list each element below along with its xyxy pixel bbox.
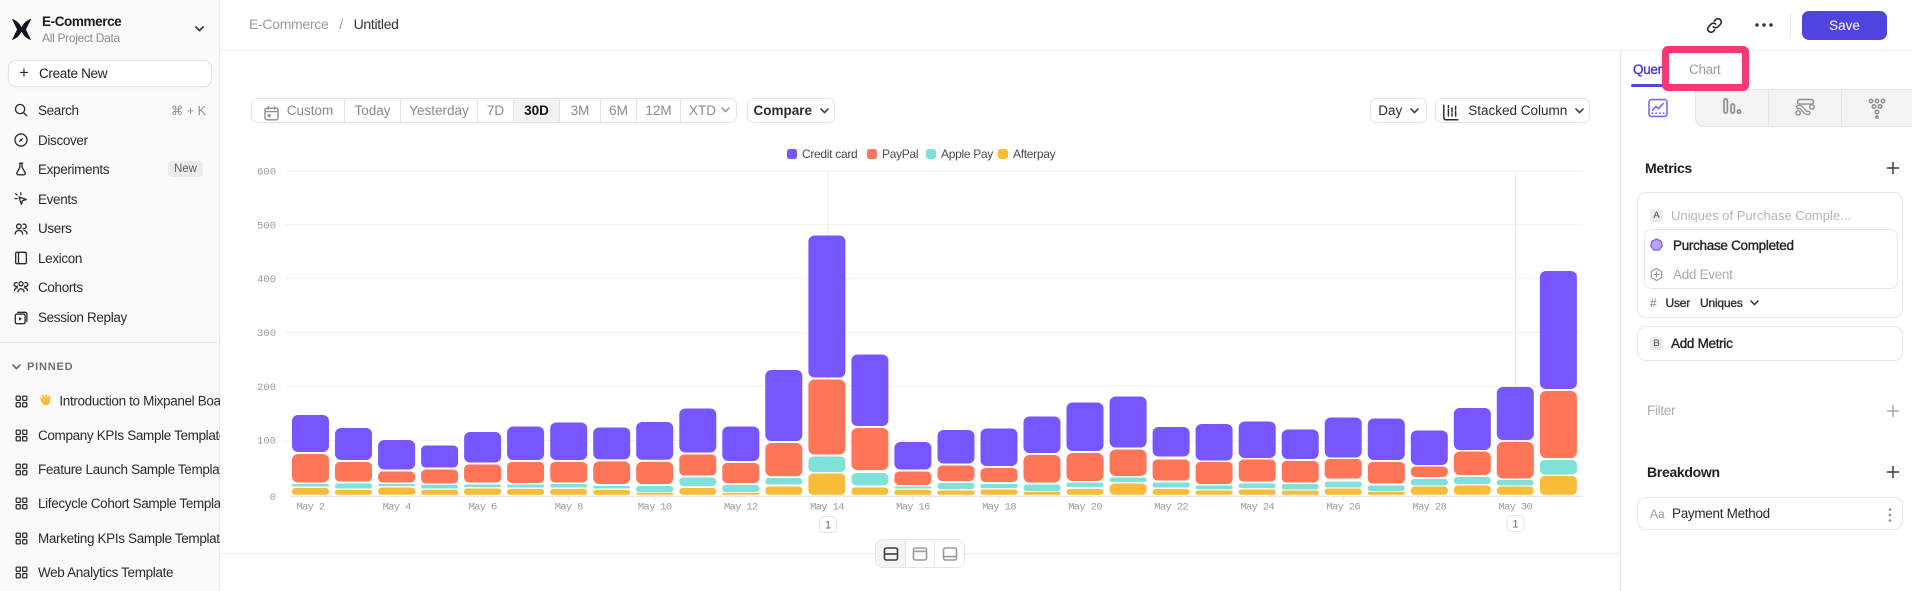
svg-text:100: 100 [257, 436, 276, 448]
svg-text:May 28: May 28 [1412, 502, 1446, 514]
svg-text:May 22: May 22 [1154, 502, 1188, 514]
svg-text:May 8: May 8 [555, 502, 583, 514]
svg-text:May 24: May 24 [1240, 502, 1274, 514]
svg-text:600: 600 [257, 167, 276, 179]
svg-text:May 20: May 20 [1068, 502, 1102, 514]
svg-text:1: 1 [825, 520, 831, 532]
svg-text:1: 1 [1512, 519, 1518, 531]
svg-text:May 26: May 26 [1326, 502, 1360, 514]
svg-text:May 12: May 12 [724, 502, 758, 514]
svg-text:May 18: May 18 [982, 502, 1016, 514]
svg-text:500: 500 [257, 220, 276, 232]
svg-text:May 10: May 10 [638, 502, 672, 514]
svg-text:May 6: May 6 [469, 502, 497, 514]
svg-text:May 16: May 16 [896, 502, 930, 514]
svg-text:May 30: May 30 [1498, 502, 1532, 514]
svg-text:0: 0 [270, 492, 276, 504]
svg-text:400: 400 [257, 274, 276, 286]
svg-text:300: 300 [257, 328, 276, 340]
svg-text:200: 200 [257, 382, 276, 394]
svg-text:May 14: May 14 [810, 502, 844, 514]
svg-text:May 4: May 4 [383, 502, 411, 514]
svg-text:May 2: May 2 [296, 502, 324, 514]
